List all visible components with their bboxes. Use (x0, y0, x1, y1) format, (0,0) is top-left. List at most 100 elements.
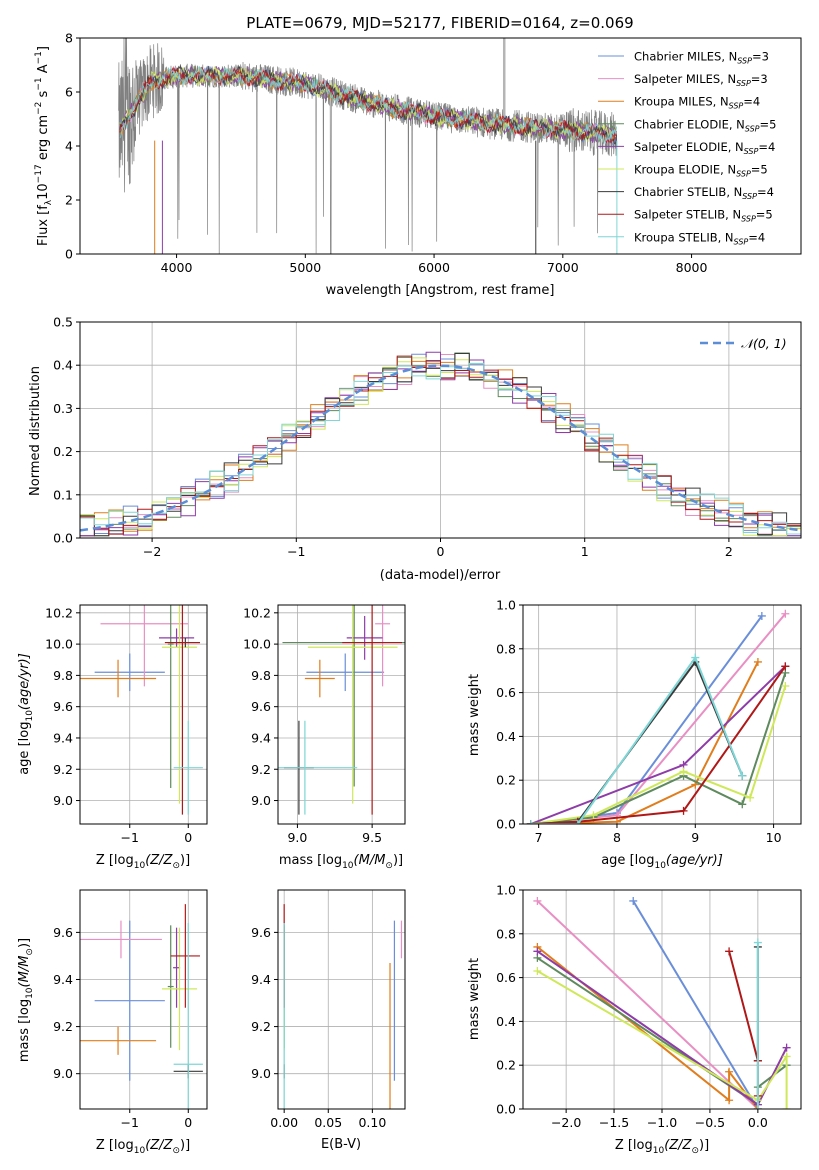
legend-entry-text: Chabrier STELIB, N (634, 185, 742, 199)
residuals-ylabel: Normed distribution (28, 366, 43, 496)
weight-marker (725, 1067, 734, 1076)
weight-age-axes-marks (526, 609, 790, 824)
x-tick-label: 0 (184, 830, 192, 845)
weight-marker (679, 806, 688, 815)
y-tick-label: 1.0 (496, 883, 516, 898)
x-tick-label: 9.0 (287, 830, 307, 845)
y-tick-label: 9.0 (53, 1066, 73, 1081)
weight-marker (679, 767, 688, 776)
mass-Z-ylabel-part: )] (17, 938, 32, 948)
spectrum-ylabel-part: erg cm (36, 115, 51, 164)
mass-ebv-axes-frame (277, 889, 406, 1110)
mass-Z-xlabel: Z [log10(Z/Z⊙)] (96, 1138, 190, 1156)
x-tick-label: 0 (184, 1115, 192, 1130)
age-mass-xlabel: mass [log10(M/M⊙)] (279, 853, 403, 871)
weight-marker (753, 1105, 762, 1109)
y-tick-label: 0.6 (496, 685, 516, 700)
y-tick-label: 8 (65, 31, 73, 46)
age-Z-ylabel-part: (age/yr)] (17, 653, 32, 710)
y-tick-label: 4 (65, 139, 73, 154)
spectrum-ylabel: Flux [fλ10−17 erg cm−2 s−1 A−1] (34, 46, 54, 246)
mass-Z-xlabel-part: ⊙ (172, 1146, 180, 1156)
model-spectrum-line (119, 65, 617, 143)
weight-marker (738, 771, 747, 780)
x-tick-label: −1 (121, 1115, 139, 1130)
legend-entry-sub: SSP (745, 124, 760, 133)
x-tick-label: 6000 (418, 260, 450, 275)
y-tick-label: 0.1 (53, 487, 73, 502)
y-tick-label: 0.4 (496, 729, 516, 744)
legend-entry: 𝒩(0, 1) (741, 336, 787, 351)
age-Z-ylabel-part: 10 (25, 710, 35, 722)
mass-Z-ylabel-part: ⊙ (25, 948, 35, 956)
weight-age-xlabel-part: (age/yr)] (666, 853, 723, 868)
spectrum-ylabel-part: Flux [f (36, 205, 51, 246)
legend-entry-n: =4 (743, 95, 760, 109)
weight-age-xlabel-part: age [log (601, 853, 654, 868)
weight-line (530, 665, 787, 824)
legend-entry: Kroupa ELODIE, NSSP=5 (634, 163, 768, 179)
weight-Z-axes: −2.0 −1.5 −1.0 −0.5 0.0 0.0 0.2 0.4 0.6 0.8 1.0 Z [… (496, 883, 802, 1156)
ebv-xlabel: E(B-V) (321, 1137, 361, 1152)
x-tick-label: 4000 (161, 260, 193, 275)
y-tick-label: 9.2 (53, 762, 73, 777)
age-mass-xlabel-part: 10 (342, 861, 354, 871)
weight-marker (781, 682, 790, 691)
legend-entry: Kroupa STELIB, NSSP=4 (634, 230, 765, 246)
age-Z-ylabel: age [log10(age/yr)] (17, 653, 35, 775)
x-tick-label: 7 (535, 830, 543, 845)
legend-entry-sub: SSP (741, 215, 756, 224)
y-tick-label: 9.8 (251, 668, 271, 683)
weight-marker (746, 793, 755, 802)
legend-entry-n: =5 (751, 163, 768, 177)
weight-marker (573, 820, 582, 824)
weight-marker (691, 653, 700, 662)
y-tick-label: 9.2 (251, 1019, 271, 1034)
weight-marker (725, 947, 734, 956)
weight-marker (782, 1052, 791, 1061)
spectrum-ylabel-part: −2 (34, 102, 44, 115)
age-Z-xlabel-part: ⊙ (172, 861, 180, 871)
x-tick-label: 8 (613, 830, 621, 845)
residuals-axes-marks (80, 351, 801, 537)
weight-marker (725, 1096, 734, 1105)
legend-entry: Chabrier MILES, NSSP=3 (634, 50, 769, 66)
age-mass-xlabel-part: ⊙ (385, 861, 393, 871)
age-Z-xlabel-part: (Z/Z (145, 853, 173, 868)
legend-entry-text: Kroupa ELODIE, N (634, 163, 736, 177)
spectrum-ylabel-part: 10 (36, 183, 51, 200)
weight-age-xlabel: age [log10(age/yr)] (601, 853, 723, 871)
y-tick-label: 9.4 (53, 730, 73, 745)
spectrum-ylabel-part: A (36, 64, 51, 77)
legend-entry: Chabrier ELODIE, NSSP=5 (634, 117, 776, 133)
spectrum-ylabel-part: −1 (34, 77, 44, 90)
y-tick-label: 9.2 (251, 762, 271, 777)
y-tick-label: 9.4 (251, 972, 271, 987)
age-mass-xlabel-part: (M/M (354, 853, 386, 868)
residuals-xlabel: (data-model)/error (380, 568, 501, 583)
legend-entry-text: Kroupa MILES, N (634, 95, 729, 109)
x-tick-label: 0 (437, 544, 445, 559)
weight-line (536, 900, 759, 1109)
weight-Z-ylabel: mass weight (467, 958, 482, 1040)
y-tick-label: 0.8 (496, 641, 516, 656)
y-tick-label: 0.0 (496, 817, 516, 832)
x-tick-label: −1.0 (647, 1115, 677, 1130)
y-tick-label: 1.0 (496, 598, 516, 613)
x-tick-label: 10 (766, 830, 782, 845)
x-tick-label: 8000 (676, 260, 708, 275)
mass-Z-ylabel-part: mass [log (17, 999, 32, 1062)
age-mass-axes-marks (278, 605, 405, 815)
weight-Z-xlabel-part: ⊙ (691, 1146, 699, 1156)
y-tick-label: 0.8 (496, 926, 516, 941)
mass-Z-axes-marks (80, 904, 203, 1109)
legend-entry-sub: SSP (734, 237, 749, 246)
legend-entry-sub: SSP (736, 170, 751, 179)
weight-marker (753, 657, 762, 666)
y-tick-label: 0.2 (496, 1058, 516, 1073)
weight-marker (781, 609, 790, 618)
x-tick-label: −2.0 (551, 1115, 581, 1130)
weight-line (632, 900, 759, 1109)
y-tick-label: 9.6 (53, 925, 73, 940)
